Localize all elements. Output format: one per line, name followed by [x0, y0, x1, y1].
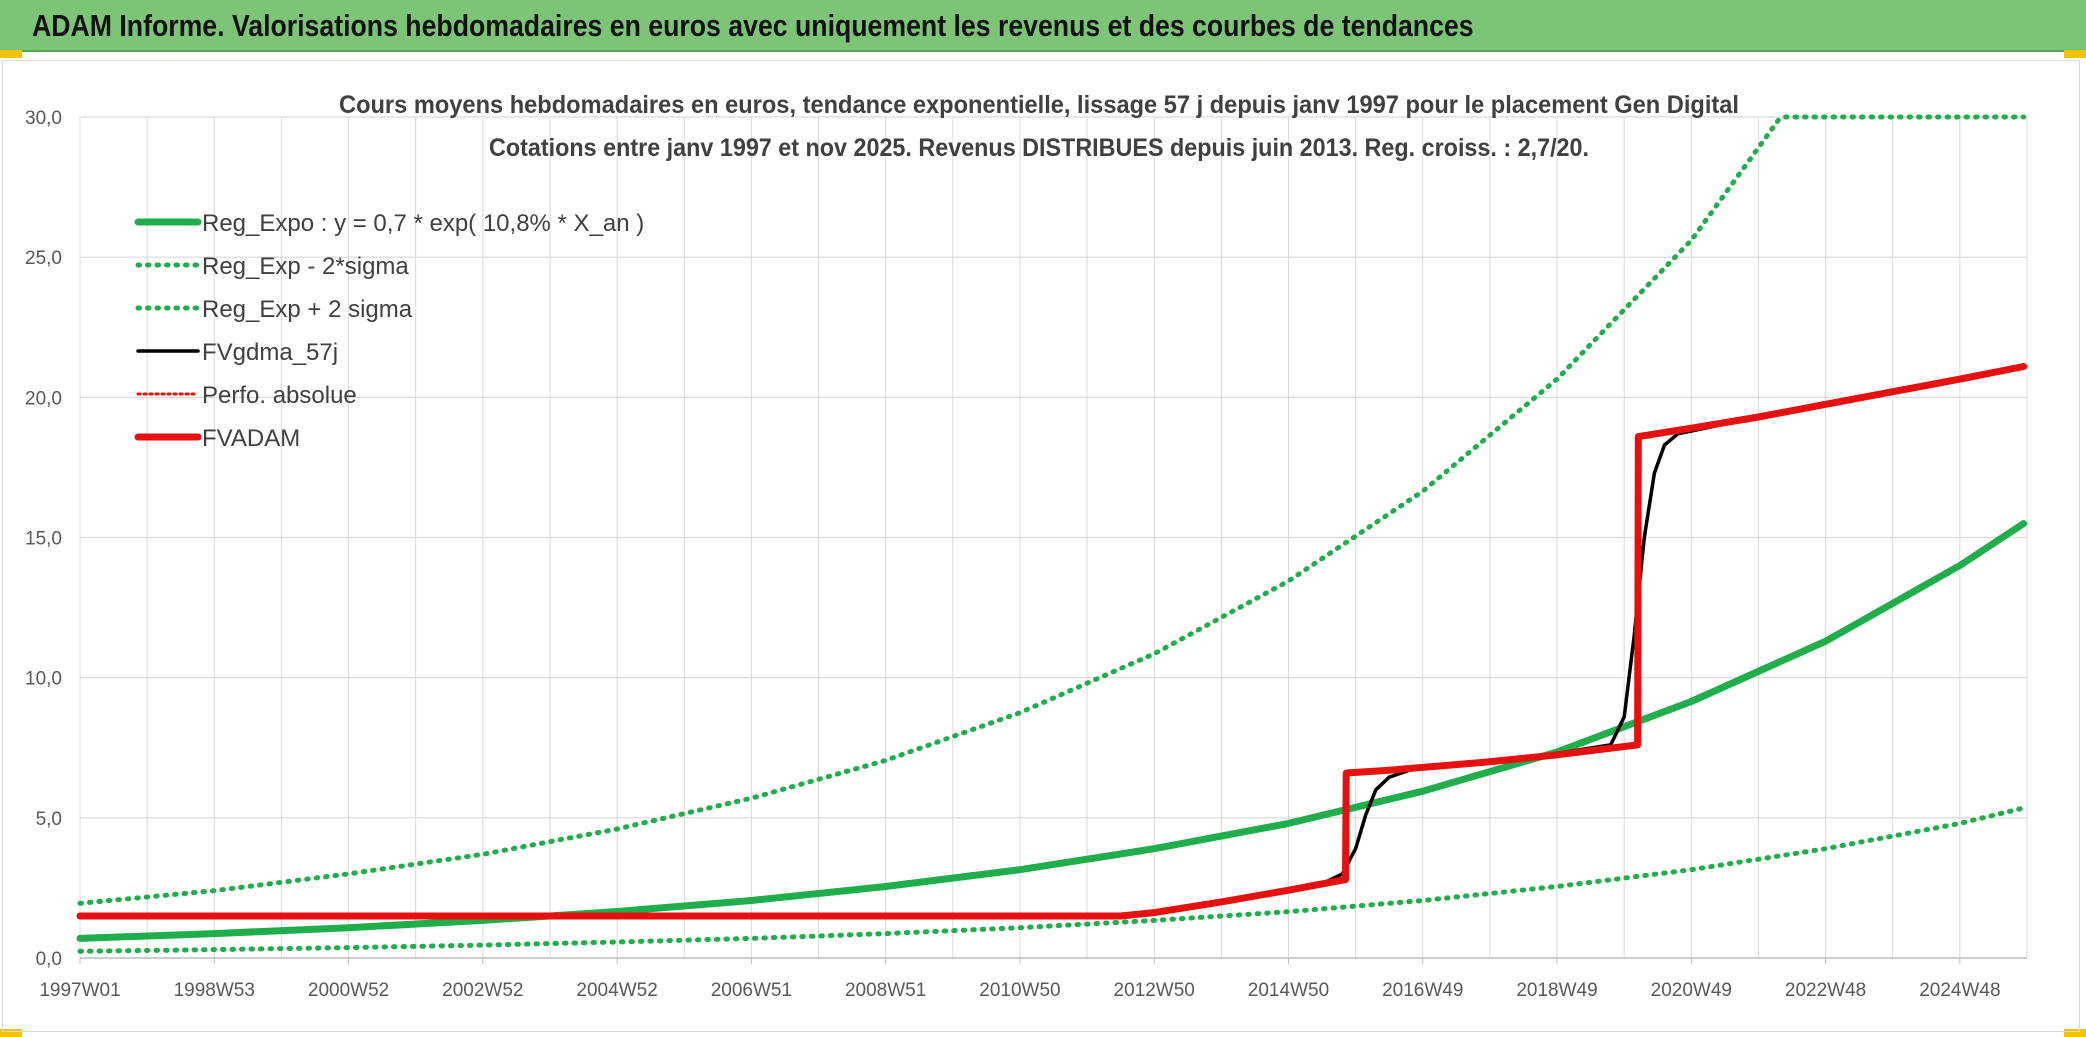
report-title: ADAM Informe. Valorisations hebdomadaire… — [32, 8, 1474, 43]
x-tick-label: 2012W50 — [1114, 980, 1195, 1001]
y-tick-label: 25,0 — [25, 248, 62, 269]
series-line-5 — [76, 363, 2028, 920]
legend-label: FVgdma_57j — [202, 339, 338, 366]
y-tick-label: 10,0 — [25, 669, 62, 690]
series-line-3 — [78, 364, 2026, 918]
y-tick-label: 20,0 — [25, 388, 62, 409]
corner-accent — [0, 50, 22, 58]
corner-accent — [2064, 50, 2086, 58]
x-tick-label: 2000W52 — [308, 980, 389, 1001]
x-tick-label: 2002W52 — [442, 980, 523, 1001]
x-tick-label: 2006W51 — [711, 980, 792, 1001]
y-tick-label: 0,0 — [36, 949, 62, 970]
x-tick-label: 1998W53 — [174, 980, 255, 1001]
legend-label: Perfo. absolue — [202, 382, 357, 409]
chart-title: Cours moyens hebdomadaires en euros, ten… — [339, 91, 1739, 119]
x-tick-label: 1997W01 — [39, 980, 120, 1001]
x-tick-label: 2014W50 — [1248, 980, 1329, 1001]
report-banner: ADAM Informe. Valorisations hebdomadaire… — [0, 0, 2086, 52]
y-tick-label: 5,0 — [36, 809, 62, 830]
x-tick-label: 2004W52 — [576, 980, 657, 1001]
chart-subtitle: Cotations entre janv 1997 et nov 2025. R… — [489, 134, 1589, 162]
corner-accent — [0, 1029, 22, 1037]
corner-accent — [2064, 1029, 2086, 1037]
x-tick-label: 2024W48 — [1919, 980, 2000, 1001]
x-tick-label: 2022W48 — [1785, 980, 1866, 1001]
legend-label: FVADAM — [202, 425, 300, 452]
x-tick-label: 2008W51 — [845, 980, 926, 1001]
x-tick-label: 2016W49 — [1382, 980, 1463, 1001]
y-tick-label: 15,0 — [25, 529, 62, 550]
series-line-4 — [78, 365, 2025, 918]
x-tick-label: 2010W50 — [979, 980, 1060, 1001]
y-tick-label: 30,0 — [25, 108, 62, 129]
series-line-0 — [76, 520, 2028, 942]
series-line-1 — [77, 805, 2027, 954]
chart-frame — [2, 60, 2080, 1032]
x-tick-label: 2018W49 — [1516, 980, 1597, 1001]
series-line-2 — [77, 114, 2027, 906]
x-tick-label: 2020W49 — [1651, 980, 1732, 1001]
legend-label: Reg_Exp + 2 sigma — [202, 296, 413, 323]
legend-label: Reg_Expo : y = 0,7 * exp( 10,8% * X_an ) — [202, 210, 644, 237]
legend-label: Reg_Exp - 2*sigma — [202, 253, 409, 280]
